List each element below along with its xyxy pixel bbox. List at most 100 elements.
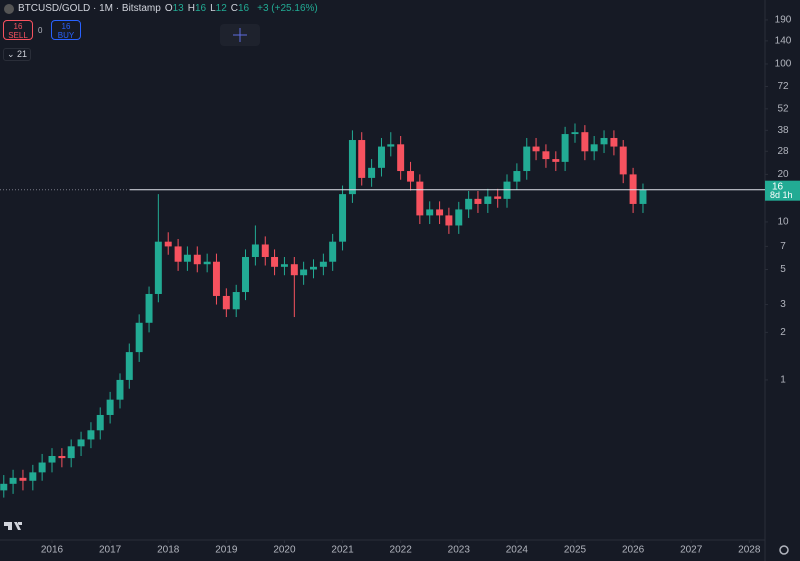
candle-body <box>532 146 540 152</box>
candle-body <box>125 352 133 380</box>
symbol[interactable]: BTCUSD/GOLD · 1M · Bitstamp <box>18 3 161 14</box>
candle-body <box>542 151 550 160</box>
sell-price: 16 <box>13 22 23 31</box>
x-tick-label: 2016 <box>41 545 64 556</box>
y-tick-label: 28 <box>777 146 789 157</box>
ohlc-label: H <box>187 3 195 14</box>
x-tick-label: 2018 <box>157 545 180 556</box>
x-tick-label: 2020 <box>273 545 296 556</box>
candle-body <box>397 144 405 172</box>
candle-body <box>38 462 46 473</box>
candle-body <box>503 181 511 199</box>
candle-body <box>358 140 366 178</box>
indicators-toggle[interactable]: ⌄ 21 <box>3 48 32 61</box>
price-tag-countdown: 8d 1h <box>770 190 793 200</box>
candle-body <box>523 146 531 172</box>
price-tag-value: 16 <box>772 181 784 192</box>
candle-body <box>203 261 211 265</box>
candle-body <box>348 140 356 195</box>
candle-body <box>154 241 162 294</box>
candle-body <box>48 455 56 463</box>
candle-body <box>368 167 376 178</box>
ohlc-label: L <box>210 3 216 14</box>
buy-price: 16 <box>61 22 71 31</box>
y-tick-label: 52 <box>777 103 789 114</box>
candle-body <box>271 256 279 267</box>
x-tick-label: 2019 <box>215 545 238 556</box>
candle-body <box>174 246 182 262</box>
candle-body <box>571 132 579 135</box>
x-tick-label: 2028 <box>738 545 761 556</box>
plot-area <box>0 0 765 540</box>
y-tick-label: 190 <box>775 15 792 26</box>
y-tick-label: 1 <box>780 375 786 386</box>
candle-body <box>590 144 598 152</box>
y-tick-label: 20 <box>777 169 789 180</box>
candle-body <box>96 414 104 431</box>
candle-body <box>426 209 434 216</box>
candle-body <box>116 379 124 400</box>
candle-body <box>455 209 463 226</box>
candle-body <box>629 174 637 204</box>
candle-body <box>494 196 502 199</box>
candle-body <box>329 241 337 262</box>
indicator-count: 21 <box>17 49 28 59</box>
candle-body <box>58 455 66 459</box>
settings-icon[interactable] <box>779 545 789 555</box>
candle-body <box>242 256 249 293</box>
candle-body <box>416 181 424 216</box>
ohlc-value: 16 <box>194 3 207 14</box>
price-tag <box>765 180 800 201</box>
candle-body <box>0 483 8 491</box>
y-tick-label: 72 <box>777 81 789 92</box>
candle-body <box>436 209 444 216</box>
candle-body <box>290 264 298 276</box>
crosshair-icon <box>233 28 247 42</box>
candle-body <box>193 254 201 265</box>
candle-body <box>261 244 269 257</box>
candle-body <box>581 132 589 152</box>
y-tick-label: 2 <box>780 327 786 338</box>
candle-body <box>164 241 172 247</box>
tv-logo <box>4 522 22 530</box>
sell-button[interactable]: 16 SELL <box>3 20 33 40</box>
candle-body <box>552 159 560 162</box>
candle-body <box>232 292 240 310</box>
candle-body <box>474 198 482 204</box>
y-tick-label: 3 <box>780 299 786 310</box>
candle-body <box>135 322 143 353</box>
y-tick-label: 7 <box>780 241 786 252</box>
buy-button[interactable]: 16 BUY <box>51 20 81 40</box>
y-tick-label: 10 <box>777 217 789 228</box>
ohlc: O13 H16 L12 C16 <box>165 3 253 14</box>
candle-body <box>639 189 647 204</box>
candle-body <box>106 399 114 415</box>
candle-body <box>145 293 153 323</box>
x-tick-label: 2017 <box>99 545 122 556</box>
symbol-header: BTCUSD/GOLD · 1M · Bitstamp O13 H16 L12 C16… <box>4 3 318 14</box>
spread: 0 <box>38 26 43 35</box>
candle-body <box>9 477 17 484</box>
symbol-icon <box>4 3 14 14</box>
candle-body <box>561 134 569 162</box>
buy-label: BUY <box>57 31 75 40</box>
candle-body <box>484 196 492 204</box>
candle-body <box>222 295 230 310</box>
candle-body <box>87 430 95 440</box>
candle-body <box>600 137 608 145</box>
change: +3 (+25.16%) <box>257 3 318 14</box>
candle-body <box>251 244 259 257</box>
candle-body <box>387 144 395 147</box>
candle-body <box>513 171 521 182</box>
x-tick-label: 2023 <box>448 545 471 556</box>
candle-body <box>300 269 308 276</box>
y-tick-label: 140 <box>775 36 792 47</box>
y-tick-label: 38 <box>777 125 789 136</box>
candle-body <box>619 146 627 175</box>
candle-body <box>377 146 385 168</box>
candle-body <box>319 261 327 267</box>
x-tick-label: 2024 <box>506 545 529 556</box>
x-tick-label: 2022 <box>390 545 413 556</box>
